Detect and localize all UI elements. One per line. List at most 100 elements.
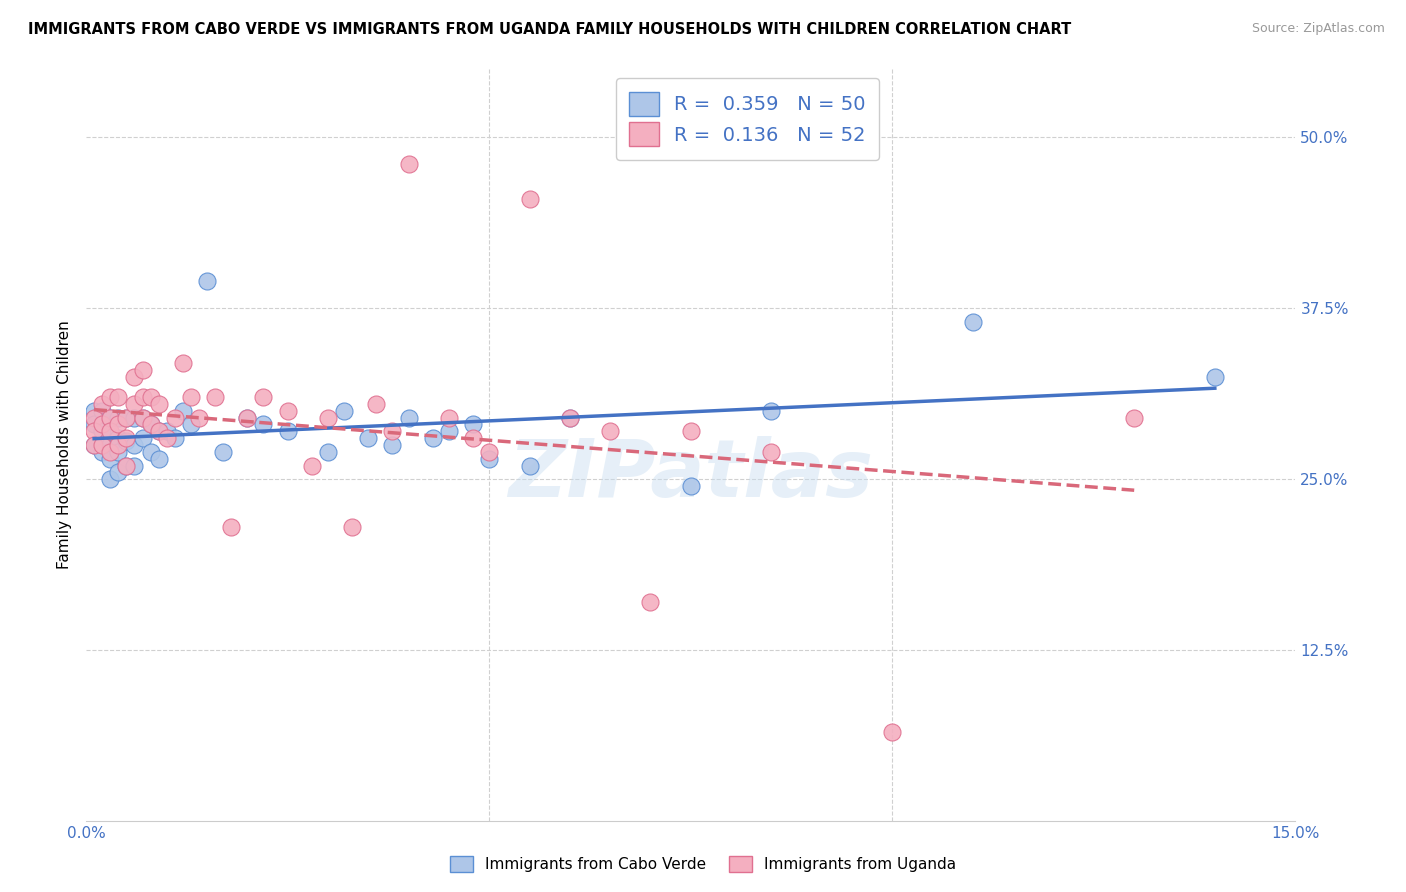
Point xyxy=(131,410,153,425)
Point xyxy=(519,458,541,473)
Y-axis label: Family Households with Children: Family Households with Children xyxy=(58,320,72,569)
Point xyxy=(124,369,146,384)
Point xyxy=(478,445,501,459)
Point xyxy=(124,438,146,452)
Point xyxy=(91,438,114,452)
Point xyxy=(107,438,129,452)
Point xyxy=(98,438,121,452)
Point xyxy=(882,725,904,739)
Point xyxy=(107,466,129,480)
Point xyxy=(478,451,501,466)
Point xyxy=(180,417,202,432)
Point xyxy=(98,445,121,459)
Point xyxy=(98,472,121,486)
Point xyxy=(131,410,153,425)
Point xyxy=(107,410,129,425)
Point xyxy=(115,431,138,445)
Point xyxy=(180,390,202,404)
Point xyxy=(83,417,105,432)
Point xyxy=(195,274,218,288)
Point xyxy=(107,417,129,432)
Point xyxy=(558,410,581,425)
Point xyxy=(115,434,138,448)
Point xyxy=(381,425,404,439)
Point xyxy=(398,157,420,171)
Point xyxy=(252,390,274,404)
Point xyxy=(115,458,138,473)
Point xyxy=(98,451,121,466)
Point xyxy=(139,390,162,404)
Point xyxy=(277,425,299,439)
Point xyxy=(107,445,129,459)
Point xyxy=(91,403,114,417)
Point xyxy=(148,425,170,439)
Point xyxy=(679,425,702,439)
Point xyxy=(340,520,363,534)
Legend: Immigrants from Cabo Verde, Immigrants from Uganda: Immigrants from Cabo Verde, Immigrants f… xyxy=(441,848,965,880)
Point xyxy=(91,445,114,459)
Point xyxy=(98,410,121,425)
Point xyxy=(316,410,339,425)
Point xyxy=(131,431,153,445)
Point xyxy=(107,431,129,445)
Point xyxy=(139,445,162,459)
Point xyxy=(366,397,388,411)
Point xyxy=(1204,369,1226,384)
Point xyxy=(437,425,460,439)
Point xyxy=(91,425,114,439)
Point xyxy=(679,479,702,493)
Point xyxy=(91,397,114,411)
Point xyxy=(98,425,121,439)
Point xyxy=(163,410,186,425)
Point xyxy=(115,410,138,425)
Point xyxy=(761,445,783,459)
Point xyxy=(316,445,339,459)
Point xyxy=(115,458,138,473)
Point xyxy=(98,390,121,404)
Point xyxy=(83,410,105,425)
Point xyxy=(558,410,581,425)
Point xyxy=(131,362,153,376)
Point xyxy=(124,397,146,411)
Text: ZIPatlas: ZIPatlas xyxy=(508,436,873,514)
Text: Source: ZipAtlas.com: Source: ZipAtlas.com xyxy=(1251,22,1385,36)
Point xyxy=(139,417,162,432)
Text: IMMIGRANTS FROM CABO VERDE VS IMMIGRANTS FROM UGANDA FAMILY HOUSEHOLDS WITH CHIL: IMMIGRANTS FROM CABO VERDE VS IMMIGRANTS… xyxy=(28,22,1071,37)
Point xyxy=(148,397,170,411)
Point xyxy=(83,438,105,452)
Point xyxy=(163,431,186,445)
Point xyxy=(461,417,484,432)
Point xyxy=(252,417,274,432)
Point xyxy=(519,192,541,206)
Point xyxy=(236,410,259,425)
Point xyxy=(236,410,259,425)
Legend: R =  0.359   N = 50, R =  0.136   N = 52: R = 0.359 N = 50, R = 0.136 N = 52 xyxy=(616,78,879,160)
Point xyxy=(83,438,105,452)
Point xyxy=(148,425,170,439)
Point xyxy=(398,410,420,425)
Point xyxy=(962,315,984,329)
Point xyxy=(422,431,444,445)
Point xyxy=(172,403,194,417)
Point xyxy=(461,431,484,445)
Point xyxy=(83,403,105,417)
Point xyxy=(98,410,121,425)
Point xyxy=(333,403,356,417)
Point xyxy=(148,451,170,466)
Point xyxy=(301,458,323,473)
Point xyxy=(124,410,146,425)
Point xyxy=(139,417,162,432)
Point xyxy=(107,390,129,404)
Point xyxy=(204,390,226,404)
Point xyxy=(91,417,114,432)
Point xyxy=(357,431,380,445)
Point xyxy=(599,425,621,439)
Point xyxy=(124,458,146,473)
Point xyxy=(381,438,404,452)
Point xyxy=(640,595,662,609)
Point xyxy=(277,403,299,417)
Point xyxy=(115,410,138,425)
Point xyxy=(219,520,242,534)
Point xyxy=(156,431,179,445)
Point xyxy=(156,425,179,439)
